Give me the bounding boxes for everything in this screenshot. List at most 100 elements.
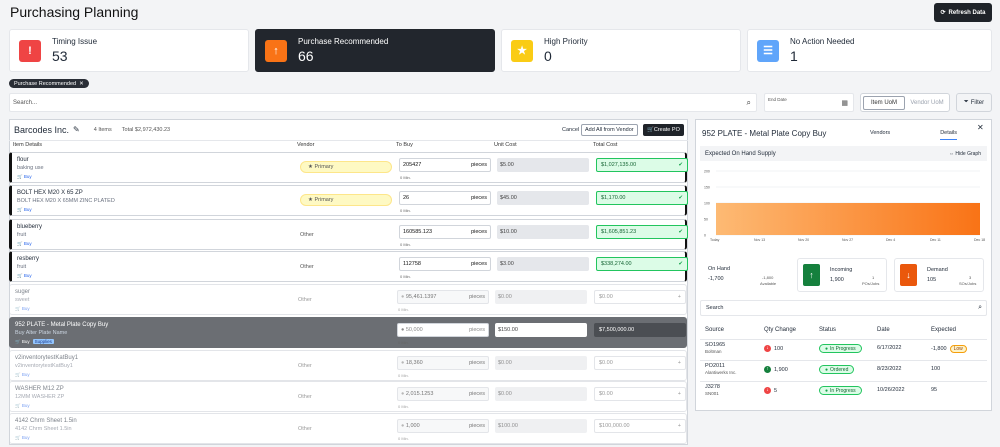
total-cost-text: $0.00 bbox=[599, 360, 613, 366]
quantity-input[interactable]: ● 95,461.1397 pieces bbox=[397, 290, 489, 304]
tab-vendors[interactable]: Vendors bbox=[870, 130, 891, 136]
card-label: No Action Needed bbox=[790, 37, 855, 46]
close-icon[interactable]: ✕ bbox=[977, 123, 984, 132]
quantity-input[interactable]: 160585.123 pieces bbox=[399, 225, 491, 239]
table-row[interactable]: SO1965 Boltman ↓ 100 ● In Progress 6/17/20… bbox=[700, 339, 987, 357]
quantity-input[interactable]: ● 2,015.1253 pieces bbox=[397, 387, 489, 401]
cart-icon: 🛒 bbox=[15, 372, 21, 377]
buy-link[interactable]: 🛒 Buy bbox=[17, 241, 32, 247]
total-cost-value: $338,274.00 ✔ bbox=[596, 257, 688, 271]
plus-icon[interactable]: + bbox=[677, 294, 681, 300]
buy-link[interactable]: 🛒 Buy bbox=[15, 403, 30, 409]
uom-toggle[interactable]: Item UoM Vendor UoM bbox=[860, 93, 950, 112]
filter-button[interactable]: ⏷ Filter bbox=[956, 93, 992, 112]
add-all-button[interactable]: Add All from Vendor bbox=[581, 124, 638, 136]
unit-cost-value: $150.00 bbox=[495, 323, 587, 337]
vendor-label[interactable]: Other bbox=[298, 426, 312, 432]
hide-graph-button[interactable]: ⇔ Hide Graph bbox=[949, 150, 981, 157]
y-tick-label: 0 bbox=[704, 234, 706, 238]
quantity-input[interactable]: ● 18,360 pieces bbox=[397, 356, 489, 370]
table-row[interactable]: J3278 SN001 ↓ 5 ● In Progress 10/26/2022 9… bbox=[700, 381, 987, 399]
vendor-label: Primary bbox=[314, 164, 334, 170]
item-uom-option[interactable]: Item UoM bbox=[863, 95, 905, 110]
table-row[interactable]: flour baking use 🛒 Buy ★ Primary 205427 p… bbox=[9, 152, 688, 183]
quantity-value: 205427 bbox=[403, 162, 422, 168]
table-row[interactable]: blueberry fruit 🛒 Buy Other 160585.123 pi… bbox=[9, 219, 688, 250]
unit-cost-value: $45.00 bbox=[497, 191, 589, 205]
edit-icon[interactable]: ✎ bbox=[73, 125, 80, 134]
total-cost-text: $100,000.00 bbox=[599, 423, 630, 429]
detail-search-input[interactable]: Search ⌕ bbox=[700, 300, 987, 316]
cancel-button[interactable]: Cancel bbox=[559, 124, 583, 136]
x-tick-label: Dec 18 bbox=[974, 238, 985, 242]
source-id[interactable]: SO1965 bbox=[705, 342, 726, 348]
status-badge: ● Ordered bbox=[819, 365, 855, 374]
th-expected: Expected bbox=[931, 327, 957, 333]
incoming-value: 1,900 bbox=[830, 277, 844, 283]
quantity-input[interactable]: 205427 pieces bbox=[399, 158, 491, 172]
close-icon[interactable]: ✕ bbox=[79, 80, 84, 87]
table-row[interactable]: 952 PLATE - Metal Plate Copy Buy Buy Alt… bbox=[9, 317, 687, 348]
quantity-input[interactable]: ● 50,000 pieces bbox=[397, 323, 489, 337]
buy-link[interactable]: 🛒 Buy bbox=[17, 273, 32, 279]
quantity-unit: pieces bbox=[471, 229, 487, 235]
table-row[interactable]: resberry fruit 🛒 Buy Other 112758 pieces … bbox=[9, 251, 688, 282]
vendor-select[interactable]: ★ Primary bbox=[300, 194, 392, 206]
filter-chip[interactable]: Purchase Recommended ✕ bbox=[9, 79, 89, 88]
status-label: Ordered bbox=[830, 366, 849, 373]
vendor-label[interactable]: Other bbox=[300, 264, 314, 270]
source-id[interactable]: PO2011 bbox=[705, 363, 725, 369]
tab-details[interactable]: Details bbox=[940, 130, 957, 140]
vendor-select[interactable]: ★ Primary bbox=[300, 161, 392, 173]
table-row[interactable]: suger sweet 🛒 Buy Other ● 95,461.1397 pie… bbox=[9, 284, 687, 315]
min-label: 0 Min. bbox=[398, 307, 409, 312]
plus-icon[interactable]: + bbox=[677, 360, 681, 366]
th-date: Date bbox=[877, 327, 890, 333]
table-row[interactable]: v2inventorytestKatBuy1 v2inventorytestKa… bbox=[9, 350, 687, 381]
quantity-value: 26 bbox=[403, 195, 410, 201]
card-purchase-recommended[interactable]: ↑ Purchase Recommended 66 bbox=[255, 29, 495, 72]
card-no-action-needed[interactable]: ☰ No Action Needed 1 bbox=[747, 29, 992, 72]
plus-icon[interactable]: + bbox=[677, 391, 681, 397]
buy-link[interactable]: 🛒 Buy Supplies bbox=[15, 339, 54, 345]
quantity-input[interactable]: ● 1,000 pieces bbox=[397, 419, 489, 433]
qty-change: 100 bbox=[774, 345, 784, 352]
min-label: 0 Min. bbox=[398, 404, 409, 409]
buy-link[interactable]: 🛒 Buy bbox=[15, 372, 30, 378]
card-high-priority[interactable]: ★ High Priority 0 bbox=[501, 29, 741, 72]
item-description: v2inventorytestKatBuy1 bbox=[15, 363, 73, 369]
quantity-input[interactable]: 112758 pieces bbox=[399, 257, 491, 271]
search-input[interactable]: Search... ⌕ bbox=[9, 93, 757, 112]
plus-icon[interactable]: + bbox=[677, 423, 681, 429]
source-id[interactable]: J3278 bbox=[705, 384, 720, 390]
card-timing-issue[interactable]: ! Timing Issue 53 bbox=[9, 29, 249, 72]
arrow-down-icon: ↓ bbox=[764, 387, 771, 394]
check-icon: ✔ bbox=[678, 229, 683, 235]
quantity-input[interactable]: 26 pieces bbox=[399, 191, 491, 205]
vendor-uom-option[interactable]: Vendor UoM bbox=[910, 99, 944, 106]
cart-icon: 🛒 bbox=[15, 339, 21, 344]
table-row[interactable]: 4142 Chrm Sheet 1.5in 4142 Chrm Sheet 1.… bbox=[9, 413, 687, 444]
table-row[interactable]: WASHER M12 ZP 12MM WASHER ZP 🛒 Buy Other… bbox=[9, 381, 687, 412]
incoming-label: Incoming bbox=[830, 267, 853, 273]
table-row[interactable]: BOLT HEX M20 X 65 ZP BOLT HEX M20 X 65MM… bbox=[9, 185, 688, 216]
item-name: suger bbox=[15, 289, 31, 295]
buy-link[interactable]: 🛒 Buy bbox=[15, 435, 30, 441]
quantity-unit: pieces bbox=[469, 360, 485, 366]
total-cost-value: $0.00 + bbox=[594, 290, 686, 304]
table-row[interactable]: PO2011 Alantiwerks Inc. ↑ 1,900 ● Ordered … bbox=[700, 360, 987, 378]
refresh-icon: ⟳ bbox=[940, 10, 946, 16]
end-date-field[interactable]: End Date ▦ bbox=[764, 93, 854, 112]
vendor-label[interactable]: Other bbox=[298, 363, 312, 369]
vendor-label[interactable]: Other bbox=[298, 394, 312, 400]
col-item: Item Details bbox=[13, 142, 43, 148]
buy-link[interactable]: 🛒 Buy bbox=[15, 306, 30, 312]
create-po-button[interactable]: 🛒 Create PO bbox=[643, 124, 684, 136]
buy-link[interactable]: 🛒 Buy bbox=[17, 207, 32, 213]
quantity-unit: pieces bbox=[471, 261, 487, 267]
vendor-label[interactable]: Other bbox=[298, 297, 312, 303]
vendor-label[interactable]: Other bbox=[300, 232, 314, 238]
buy-link[interactable]: 🛒 Buy bbox=[17, 174, 32, 180]
refresh-data-button[interactable]: ⟳ Refresh Data bbox=[934, 3, 992, 22]
min-label: 0 Min. bbox=[400, 274, 411, 279]
